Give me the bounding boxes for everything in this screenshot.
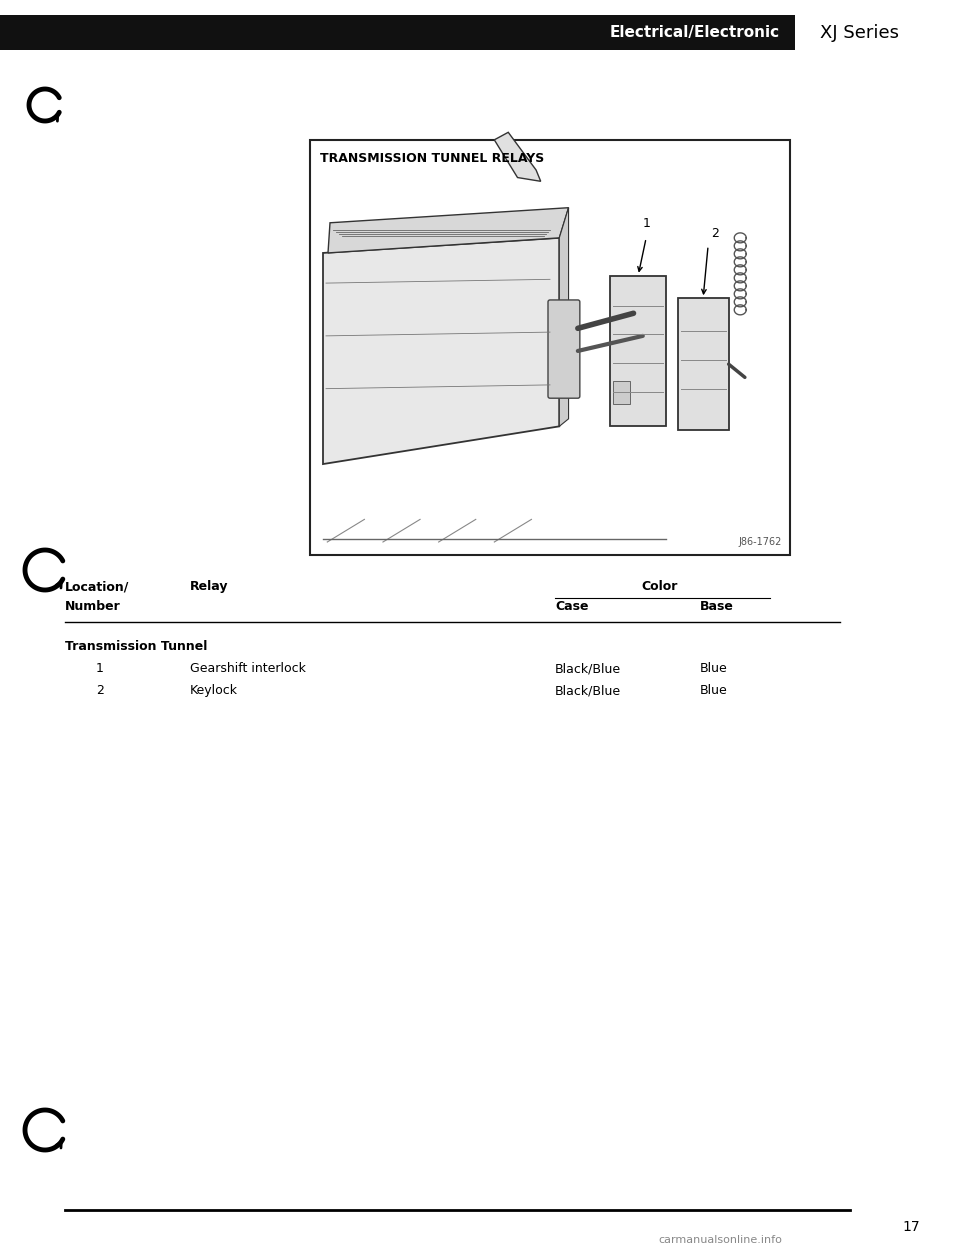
Polygon shape <box>560 208 568 427</box>
Text: Blue: Blue <box>700 662 728 675</box>
Bar <box>613 381 630 404</box>
Text: carmanualsonline.info: carmanualsonline.info <box>658 1235 782 1244</box>
Bar <box>310 141 790 555</box>
Text: 1: 1 <box>96 662 104 675</box>
Text: Color: Color <box>642 580 678 593</box>
Text: XJ Series: XJ Series <box>820 24 899 42</box>
Text: Number: Number <box>65 600 121 613</box>
Text: Black/Blue: Black/Blue <box>555 684 621 697</box>
Bar <box>611 276 666 427</box>
Text: 17: 17 <box>902 1220 920 1234</box>
Text: Base: Base <box>700 600 733 613</box>
Text: TRANSMISSION TUNNEL RELAYS: TRANSMISSION TUNNEL RELAYS <box>320 152 544 165</box>
Text: Case: Case <box>555 600 588 613</box>
Text: Transmission Tunnel: Transmission Tunnel <box>65 639 207 653</box>
Polygon shape <box>323 238 560 464</box>
Text: 2: 2 <box>96 684 104 697</box>
Bar <box>0 15 795 50</box>
Text: Electrical/Electronic: Electrical/Electronic <box>610 25 780 41</box>
Text: J86-1762: J86-1762 <box>738 537 782 547</box>
Polygon shape <box>494 132 540 182</box>
Text: Black/Blue: Black/Blue <box>555 662 621 675</box>
Text: Blue: Blue <box>700 684 728 697</box>
FancyBboxPatch shape <box>548 300 580 398</box>
Text: 1: 1 <box>642 216 650 230</box>
Text: Keylock: Keylock <box>190 684 238 697</box>
Bar <box>678 299 729 430</box>
Text: Relay: Relay <box>190 580 228 593</box>
Text: 2: 2 <box>711 228 719 240</box>
Text: Gearshift interlock: Gearshift interlock <box>190 662 306 675</box>
Text: Location/: Location/ <box>65 580 130 593</box>
Polygon shape <box>328 208 568 253</box>
